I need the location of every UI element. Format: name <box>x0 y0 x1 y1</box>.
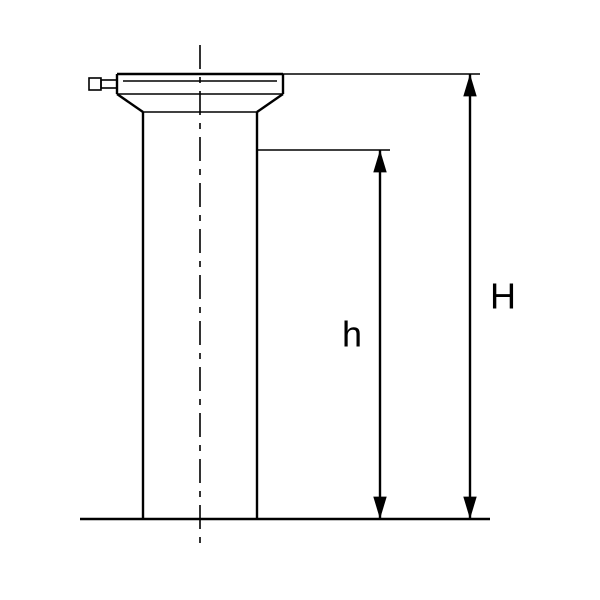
label-H: H <box>490 276 516 317</box>
label-h: h <box>342 314 362 355</box>
